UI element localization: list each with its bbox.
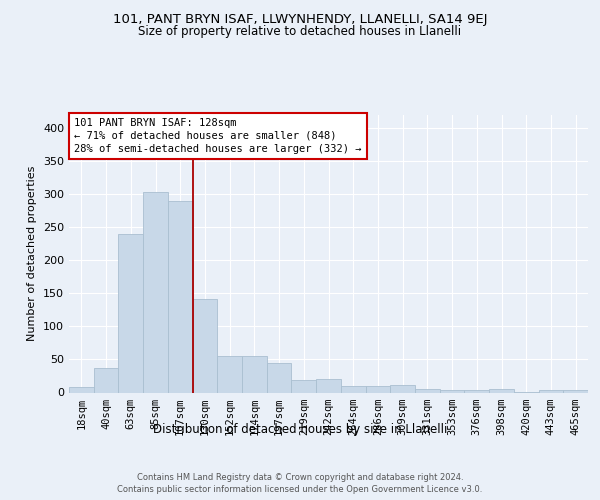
Bar [118,234,143,392]
Bar [267,363,292,392]
Bar [440,390,464,392]
Bar [341,386,365,392]
Bar [69,387,94,392]
Bar [563,390,588,392]
Y-axis label: Number of detached properties: Number of detached properties [28,166,37,342]
Text: Contains HM Land Registry data © Crown copyright and database right 2024.
Contai: Contains HM Land Registry data © Crown c… [118,472,482,494]
Text: 101, PANT BRYN ISAF, LLWYNHENDY, LLANELLI, SA14 9EJ: 101, PANT BRYN ISAF, LLWYNHENDY, LLANELL… [113,12,487,26]
Bar [168,201,193,392]
Text: Size of property relative to detached houses in Llanelli: Size of property relative to detached ho… [139,25,461,38]
Bar [539,390,563,392]
Bar [489,389,514,392]
Text: 101 PANT BRYN ISAF: 128sqm
← 71% of detached houses are smaller (848)
28% of sem: 101 PANT BRYN ISAF: 128sqm ← 71% of deta… [74,118,362,154]
Text: Distribution of detached houses by size in Llanelli: Distribution of detached houses by size … [153,422,447,436]
Bar [464,390,489,392]
Bar [193,300,217,392]
Bar [143,192,168,392]
Bar [415,389,440,392]
Bar [316,380,341,392]
Bar [390,385,415,392]
Bar [94,368,118,392]
Bar [365,386,390,392]
Bar [292,380,316,392]
Bar [242,356,267,393]
Bar [217,356,242,393]
